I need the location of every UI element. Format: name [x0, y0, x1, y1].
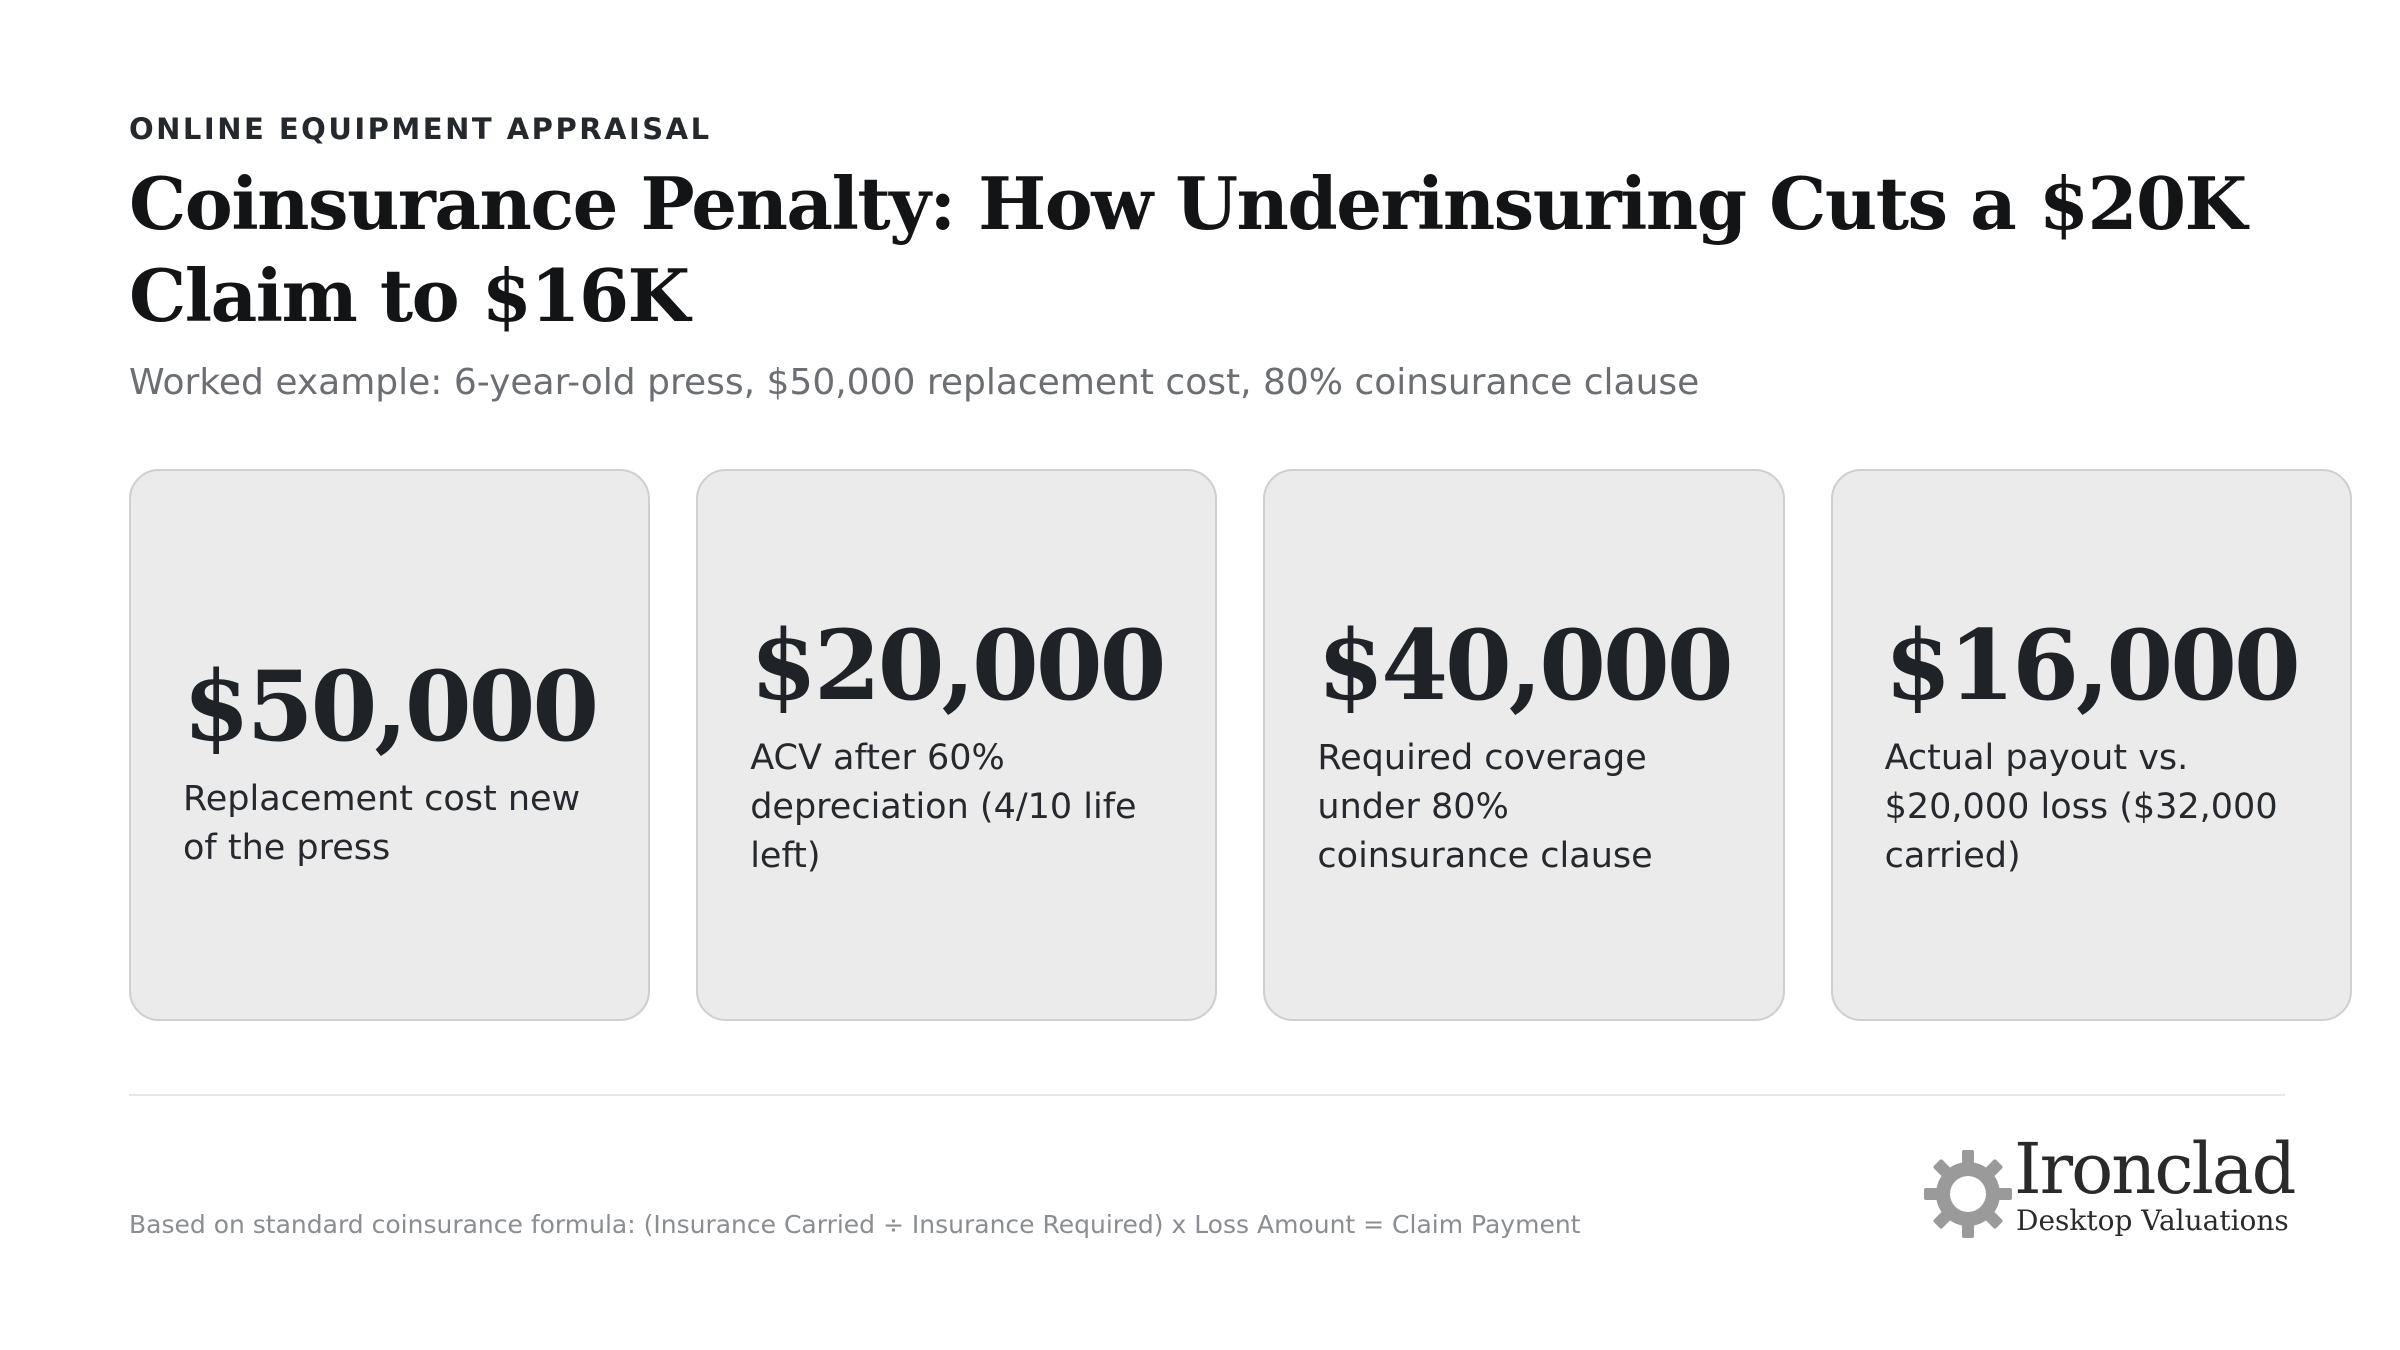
stat-card-label: Replacement cost new of the press — [183, 779, 581, 868]
footer-divider — [129, 1094, 2285, 1096]
stat-card-label: Required coverage under 80% coinsurance … — [1317, 737, 1653, 876]
stat-card-value: $20,000 — [750, 608, 1166, 722]
brand-tagline: Desktop Valuations — [2016, 1204, 2289, 1237]
page-subtitle: Worked example: 6-year-old press, $50,00… — [129, 362, 1700, 403]
stat-card-label: ACV after 60% depreciation (4/10 life le… — [750, 737, 1137, 876]
stat-card-replacement-cost: $50,000 Replacement cost new of the pres… — [129, 469, 651, 1021]
brand-logo: Ironclad Desktop Valuations — [1918, 1128, 2296, 1244]
stat-card-value: $40,000 — [1317, 608, 1733, 722]
stat-card-value: $16,000 — [1884, 608, 2301, 722]
gear-icon — [1924, 1150, 2012, 1238]
stat-card-actual-payout: $16,000 Actual payout vs. $20,000 loss (… — [1830, 469, 2352, 1021]
stat-card-acv: $20,000 ACV after 60% depreciation (4/10… — [696, 469, 1218, 1021]
stat-card-required-coverage: $40,000 Required coverage under 80% coin… — [1263, 469, 1785, 1021]
brand-name: Ironclad — [2014, 1128, 2296, 1210]
stat-cards: $50,000 Replacement cost new of the pres… — [129, 469, 2352, 1021]
eyebrow-label: ONLINE EQUIPMENT APPRAISAL — [129, 112, 712, 146]
stat-card-value: $50,000 — [183, 650, 599, 763]
page-title: Coinsurance Penalty: How Underinsuring C… — [129, 161, 2247, 338]
stat-card-label: Actual payout vs. $20,000 loss ($32,000 … — [1884, 737, 2278, 876]
footnote: Based on standard coinsurance formula: (… — [129, 1210, 1581, 1239]
